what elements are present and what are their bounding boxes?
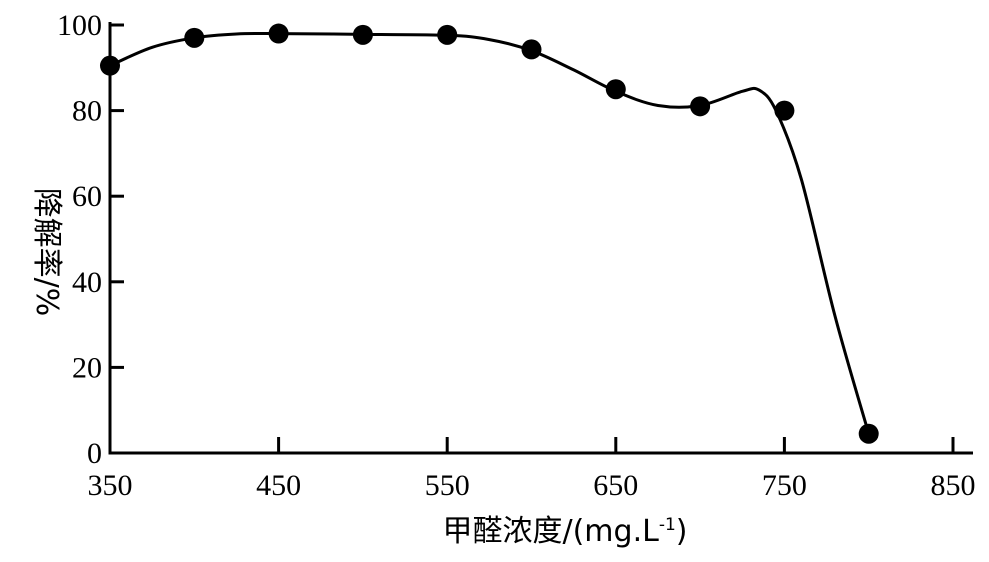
axes (108, 22, 973, 455)
data-point (521, 39, 542, 60)
y-axis-title: 降解率/% (29, 188, 64, 317)
data-point (352, 24, 373, 45)
x-tick-label: 750 (762, 469, 807, 502)
x-tick-label: 650 (593, 469, 638, 502)
y-tick-label: 100 (57, 9, 102, 42)
data-point (437, 24, 458, 45)
y-tick-label: 0 (87, 437, 102, 470)
x-ticks: 350 450 550 650 750 850 (88, 437, 976, 502)
data-point (774, 100, 795, 121)
y-ticks: 0 20 40 60 80 100 (57, 9, 124, 470)
y-tick-label: 80 (72, 95, 102, 128)
x-axis-title: 甲醛浓度/(mg.L-1) (443, 514, 688, 549)
data-point (184, 27, 205, 48)
x-tick-label: 450 (256, 469, 301, 502)
x-tick-label: 850 (931, 469, 976, 502)
y-tick-label: 60 (72, 180, 102, 213)
data-point (268, 23, 289, 44)
x-tick-label: 550 (425, 469, 470, 502)
data-point (858, 423, 879, 444)
y-tick-label: 40 (72, 266, 102, 299)
data-points (100, 23, 879, 444)
data-point (605, 79, 626, 100)
series-line (109, 31, 871, 435)
x-tick-label: 350 (88, 469, 133, 502)
y-tick-label: 20 (72, 351, 102, 384)
data-point (690, 96, 711, 117)
data-point (100, 55, 120, 76)
